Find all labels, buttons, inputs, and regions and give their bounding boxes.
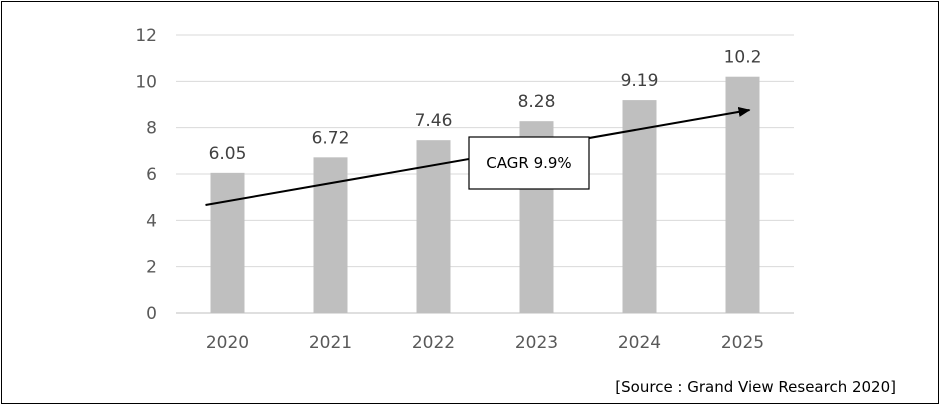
source-note: [Source : Grand View Research 2020] <box>615 378 896 396</box>
y-tick-label: 12 <box>135 26 157 46</box>
data-label: 6.72 <box>312 128 350 148</box>
x-tick-label: 2021 <box>309 333 352 353</box>
y-axis-ticks: 0 2 4 6 8 10 12 <box>135 26 157 324</box>
cagr-label: CAGR 9.9% <box>486 154 571 172</box>
x-tick-label: 2020 <box>206 333 249 353</box>
gridlines <box>176 34 794 314</box>
y-tick-label: 10 <box>135 72 157 92</box>
y-tick-label: 6 <box>146 165 157 185</box>
bars <box>210 76 760 314</box>
data-label: 8.28 <box>518 92 556 112</box>
cagr-box <box>468 136 590 190</box>
y-tick-label: 8 <box>146 119 157 139</box>
x-axis-ticks: 2020 2021 2022 2023 2024 2025 <box>206 333 764 353</box>
data-label: 10.2 <box>724 48 762 68</box>
x-tick-label: 2025 <box>721 333 764 353</box>
y-tick-label: 2 <box>146 258 157 278</box>
bar <box>210 172 245 313</box>
x-tick-label: 2024 <box>618 333 661 353</box>
y-tick-label: 0 <box>146 304 157 324</box>
bar <box>416 140 451 313</box>
cagr-callout: CAGR 9.9% <box>468 136 590 190</box>
data-label: 9.19 <box>621 71 659 91</box>
data-label: 7.46 <box>415 111 453 131</box>
x-tick-label: 2023 <box>515 333 558 353</box>
data-label: 6.05 <box>209 144 247 164</box>
y-tick-label: 4 <box>146 211 157 231</box>
data-labels: 6.05 6.72 7.46 8.28 9.19 10.2 <box>209 48 762 164</box>
bar <box>622 100 657 314</box>
x-tick-label: 2022 <box>412 333 455 353</box>
